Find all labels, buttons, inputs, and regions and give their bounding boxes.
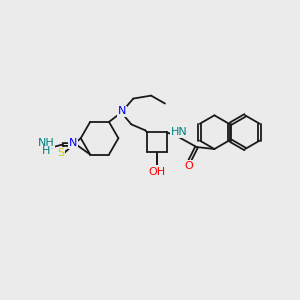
Text: HN: HN — [171, 127, 188, 137]
Text: H: H — [42, 146, 50, 156]
Text: NH: NH — [38, 137, 54, 148]
Text: S: S — [57, 148, 64, 158]
Text: N: N — [69, 138, 77, 148]
Text: O: O — [184, 161, 193, 171]
Text: OH: OH — [148, 167, 166, 177]
Text: N: N — [118, 106, 127, 116]
Text: OH: OH — [148, 166, 166, 176]
